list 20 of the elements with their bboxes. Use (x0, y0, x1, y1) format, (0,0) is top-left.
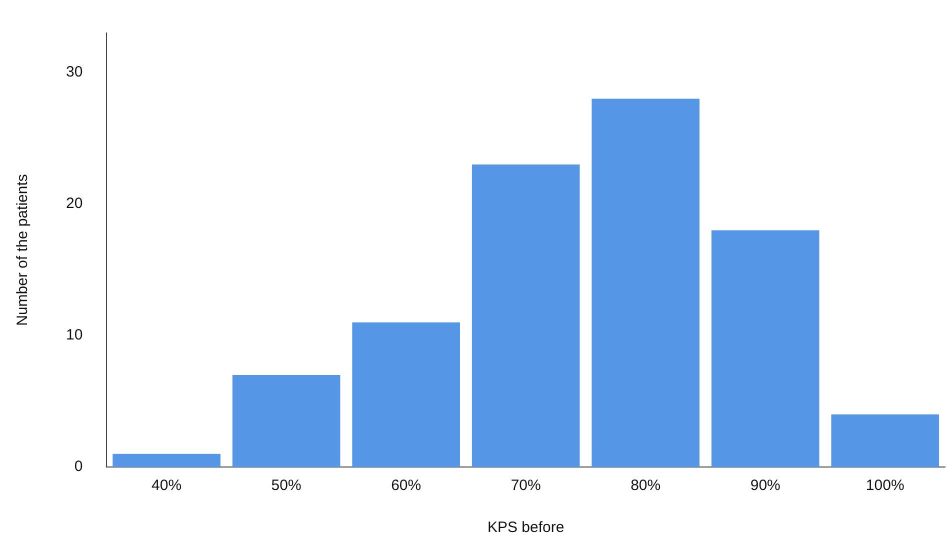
bar (472, 164, 580, 467)
x-tick-label: 70% (510, 477, 541, 494)
x-tick-label: 60% (391, 477, 422, 494)
x-tick-label: 100% (866, 477, 904, 494)
x-axis-title: KPS before (487, 519, 564, 536)
bar (711, 230, 820, 467)
x-tick-label: 80% (630, 477, 661, 494)
x-tick-label: 50% (271, 477, 302, 494)
y-tick-label: 30 (66, 64, 83, 81)
y-tick-label: 20 (66, 195, 83, 212)
bar (112, 454, 220, 467)
bar (352, 322, 460, 467)
y-tick-label: 10 (66, 326, 83, 344)
bar (592, 98, 700, 467)
y-tick-label: 0 (74, 458, 83, 476)
x-tick-label: 90% (750, 477, 780, 494)
bar (232, 374, 340, 467)
x-tick-label: 40% (152, 477, 182, 494)
y-axis-title: Number of the patients (14, 174, 32, 326)
bar (831, 414, 940, 467)
